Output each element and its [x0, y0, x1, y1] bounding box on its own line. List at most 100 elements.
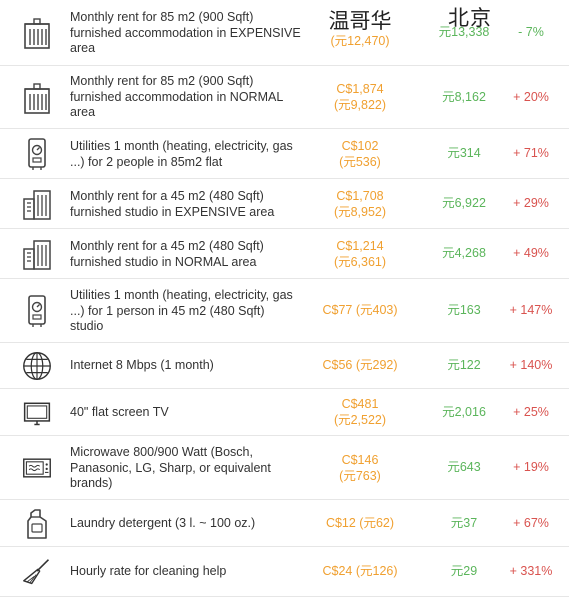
building-icon — [22, 16, 52, 50]
vancouver-price-line: (元536) — [339, 154, 381, 169]
item-description: Utilities 1 month (heating, electricity,… — [70, 288, 302, 335]
table-row: Utilities 1 month (heating, electricity,… — [0, 279, 569, 343]
table-row: Utilities 1 month (heating, electricity,… — [0, 129, 569, 179]
microwave-icon — [22, 451, 52, 485]
table-row: Monthly rent for 85 m2 (900 Sqft) furnish… — [0, 0, 569, 66]
item-description-line: furnished studio in NORMAL area — [70, 254, 257, 269]
percent-difference: + 20% — [513, 90, 549, 104]
building-icon — [22, 81, 52, 115]
tv-icon — [22, 396, 52, 430]
vancouver-price-line: C$1,214 — [336, 239, 384, 253]
item-description-line: ...) for 2 people in 85m2 flat — [70, 154, 223, 169]
vancouver-price: C$146 (元763) — [306, 453, 414, 484]
column-header-beijing: 北京 — [448, 6, 492, 30]
item-description-line: area — [70, 105, 96, 119]
header: 北京 — [0, 0, 569, 62]
vancouver-price-line: (元12,470) — [330, 34, 390, 48]
item-description-line: Monthly rent for 85 m2 (900 Sqft) — [70, 10, 254, 24]
item-description: Monthly rent for 85 m2 (900 Sqft) furnish… — [70, 10, 302, 57]
percent-difference: + 147% — [509, 303, 553, 317]
beijing-price-line: 元163 — [447, 303, 481, 317]
vancouver-price-line: C$1,874 — [336, 82, 384, 96]
percent-difference: + 25% — [513, 405, 549, 419]
item-description-line: Microwave 800/900 Watt (Bosch, — [70, 445, 253, 459]
item-description-line: Laundry detergent (3 l. ~ 100 oz.) — [70, 516, 256, 530]
percent-difference: + 140% — [509, 358, 553, 372]
item-description: Utilities 1 month (heating, electricity,… — [70, 139, 302, 170]
table-row: Laundry detergent (3 l. ~ 100 oz.) C$12 (… — [0, 500, 569, 547]
broom-icon — [22, 555, 52, 589]
beijing-price: 元4,268 — [420, 246, 508, 262]
beijing-price: 元122 — [420, 358, 508, 374]
item-description-line: 40" flat screen TV — [70, 405, 169, 419]
vancouver-price-line: C$24 (元126) — [322, 564, 398, 578]
beijing-price: 元8,162 — [420, 90, 508, 106]
beijing-price-line: 元2,016 — [442, 405, 486, 419]
beijing-price-line: 元13,338 — [438, 25, 490, 39]
percent-difference: + 331% — [509, 564, 553, 578]
vancouver-price-line: (元8,952) — [333, 204, 387, 219]
beijing-price: 元6,922 — [420, 196, 508, 212]
beijing-price-line: 元6,922 — [442, 196, 486, 210]
table-row: Hourly rate for cleaning help C$24 (元126)… — [0, 547, 569, 597]
utilities-meter-icon — [22, 294, 52, 328]
vancouver-price-line: C$146 — [341, 453, 379, 467]
item-description-line: Hourly rate for cleaning help — [70, 564, 227, 578]
percent-difference: + 29% — [513, 196, 549, 210]
detergent-bottle-icon — [22, 507, 52, 541]
item-description: 40" flat screen TV — [70, 405, 302, 421]
beijing-price: 元163 — [420, 303, 508, 319]
table-row: 40" flat screen TV C$481 (元2,522) 元2,016 + 2… — [0, 389, 569, 436]
item-description-line: area — [70, 41, 96, 55]
table-row: Monthly rent for 85 m2 (900 Sqft) furnish… — [0, 66, 569, 129]
item-description-line: brands) — [70, 476, 113, 490]
item-description-line: ...) for 1 person in 45 m2 (480 Sqft) — [70, 303, 265, 318]
beijing-price-line: 元29 — [450, 564, 478, 578]
item-description-line: studio — [70, 319, 104, 333]
studio-building-icon — [22, 187, 52, 221]
item-description-line: Utilities 1 month (heating, electricity,… — [70, 139, 293, 153]
percent-difference: + 67% — [513, 516, 549, 530]
percent-difference: - 7% — [518, 25, 544, 39]
globe-icon — [22, 349, 52, 383]
beijing-price: 元37 — [420, 516, 508, 532]
utilities-meter-icon — [22, 137, 52, 171]
beijing-price: 元314 — [420, 146, 508, 162]
item-description: Monthly rent for a 45 m2 (480 Sqft) furni… — [70, 189, 302, 220]
item-description: Microwave 800/900 Watt (Bosch, Panasonic,… — [70, 445, 302, 492]
item-description-line: Monthly rent for 85 m2 (900 Sqft) — [70, 74, 254, 88]
vancouver-price-line: C$102 — [341, 139, 379, 153]
vancouver-price-line: C$77 (元403) — [322, 303, 398, 317]
table-row: Monthly rent for a 45 m2 (480 Sqft) furni… — [0, 229, 569, 279]
item-description-line: Internet 8 Mbps (1 month) — [70, 358, 214, 372]
beijing-price-line: 元314 — [447, 146, 481, 160]
item-description-line: furnished studio in EXPENSIVE area — [70, 204, 275, 219]
item-description: Hourly rate for cleaning help — [70, 564, 302, 580]
beijing-price-line: 元643 — [447, 460, 481, 474]
vancouver-price: C$481 (元2,522) — [306, 397, 414, 428]
beijing-price: 元643 — [420, 460, 508, 476]
percent-difference: + 19% — [513, 460, 549, 474]
vancouver-price: C$102 (元536) — [306, 139, 414, 170]
vancouver-price-line: C$481 — [341, 397, 379, 411]
table-row: Microwave 800/900 Watt (Bosch, Panasonic,… — [0, 436, 569, 500]
item-description: Monthly rent for a 45 m2 (480 Sqft) furni… — [70, 239, 302, 270]
item-description-line: Monthly rent for a 45 m2 (480 Sqft) — [70, 239, 264, 253]
vancouver-price: C$1,214 (元6,361) — [306, 239, 414, 270]
item-description: Monthly rent for 85 m2 (900 Sqft) furnish… — [70, 74, 302, 121]
beijing-price-line: 元122 — [447, 358, 481, 372]
vancouver-price: C$12 (元62) — [306, 516, 414, 532]
item-description: Internet 8 Mbps (1 month) — [70, 358, 302, 374]
item-description-line: furnished accommodation in EXPENSIVE — [70, 25, 301, 40]
vancouver-price-line: C$56 (元292) — [322, 358, 398, 372]
vancouver-price-line: (元6,361) — [333, 254, 387, 269]
item-description-line: furnished accommodation in NORMAL — [70, 89, 284, 104]
studio-building-icon — [22, 237, 52, 271]
vancouver-price-line: C$1,708 — [336, 189, 384, 203]
vancouver-price: C$56 (元292) — [306, 358, 414, 374]
item-description: Laundry detergent (3 l. ~ 100 oz.) — [70, 516, 302, 532]
vancouver-price-line: (元9,822) — [333, 97, 387, 112]
item-description-line: Monthly rent for a 45 m2 (480 Sqft) — [70, 189, 264, 203]
column-header-vancouver: 温哥华 — [328, 9, 392, 33]
beijing-price: 元13,338 — [420, 25, 508, 41]
